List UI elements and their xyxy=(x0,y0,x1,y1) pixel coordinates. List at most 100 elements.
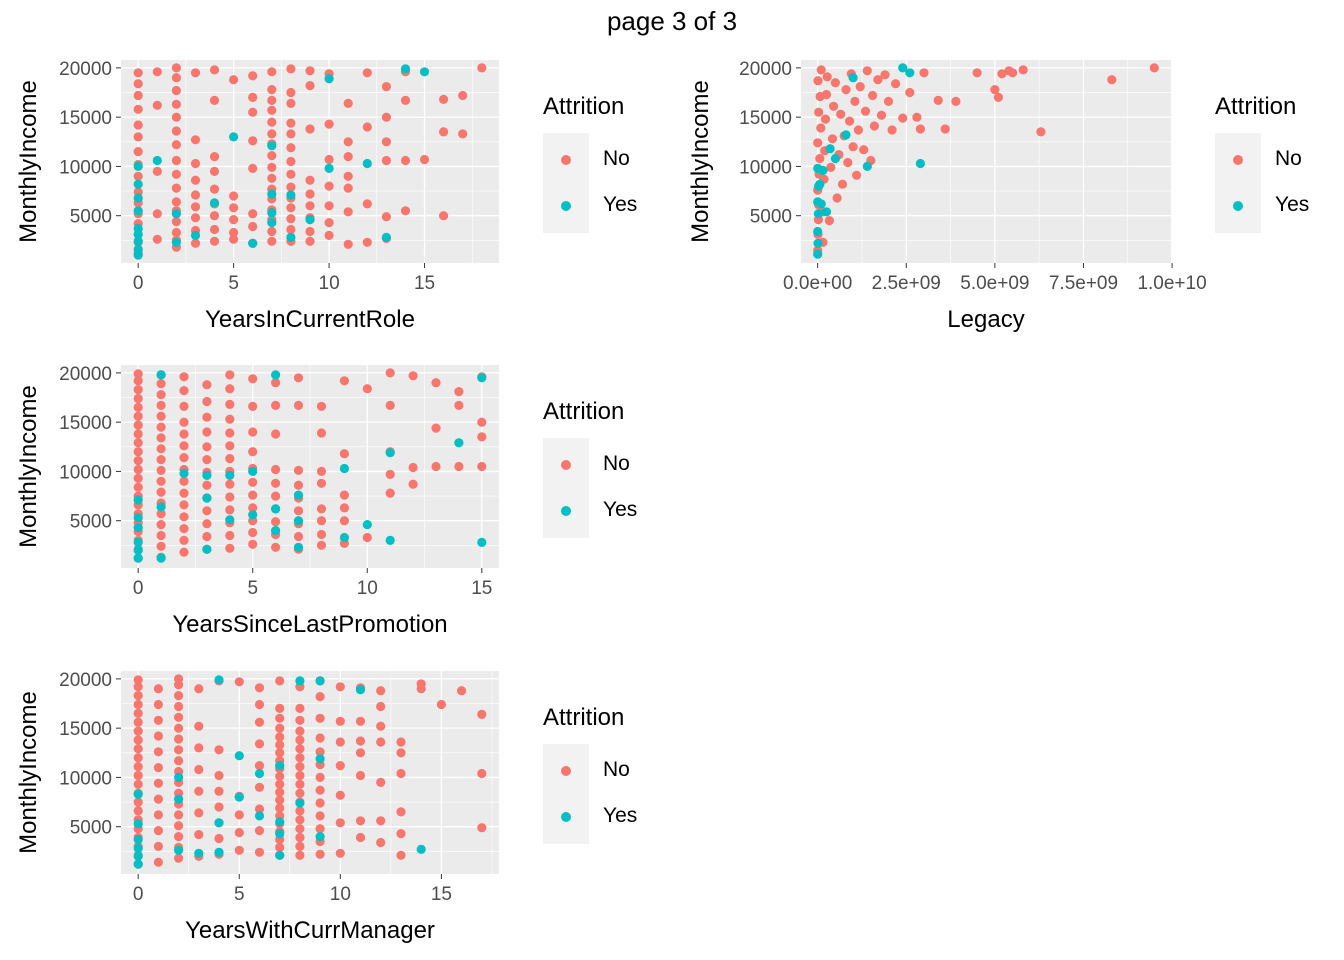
point-no xyxy=(286,129,296,139)
point-no xyxy=(267,67,277,77)
point-yes xyxy=(841,130,851,140)
point-no xyxy=(305,175,315,185)
point-yes xyxy=(813,209,823,219)
point-no xyxy=(362,68,372,78)
point-no xyxy=(400,206,411,216)
point-no xyxy=(271,429,281,439)
point-no xyxy=(339,449,349,459)
point-no xyxy=(133,682,143,692)
y-tick-label: 15000 xyxy=(59,719,112,740)
point-no xyxy=(275,723,285,733)
point-yes xyxy=(254,811,265,821)
point-yes xyxy=(275,829,285,839)
point-no xyxy=(271,491,281,501)
point-no xyxy=(343,98,353,108)
legend-item-yes: Yes xyxy=(1215,183,1309,229)
point-yes xyxy=(267,208,277,218)
legend-item-no: No xyxy=(543,442,630,488)
point-no xyxy=(179,401,189,411)
point-no xyxy=(295,788,305,798)
point-no xyxy=(286,214,296,224)
y-tick-label: 5000 xyxy=(70,818,112,839)
point-no xyxy=(225,428,235,438)
point-no xyxy=(133,68,143,78)
point-no xyxy=(133,770,143,781)
point-yes xyxy=(156,553,166,563)
point-no xyxy=(152,67,162,77)
point-no xyxy=(209,166,220,176)
point-no xyxy=(153,778,163,788)
point-no xyxy=(843,157,853,168)
point-no xyxy=(286,203,296,213)
point-no xyxy=(457,686,467,696)
point-no xyxy=(267,162,277,172)
point-no xyxy=(887,125,897,135)
x-axis-title: Legacy xyxy=(947,306,1024,333)
point-no xyxy=(898,113,908,123)
point-no xyxy=(883,96,894,106)
point-no xyxy=(174,712,184,722)
point-no xyxy=(400,95,411,105)
page-title: page 3 of 3 xyxy=(606,6,738,36)
point-no xyxy=(174,810,184,820)
point-yes xyxy=(171,237,181,247)
point-no xyxy=(267,95,277,105)
point-no xyxy=(248,490,258,500)
point-no xyxy=(295,744,305,754)
point-no xyxy=(248,209,258,219)
point-yes xyxy=(815,179,825,189)
point-no xyxy=(225,492,235,502)
point-no xyxy=(171,169,181,179)
point-yes xyxy=(293,542,304,552)
point-yes xyxy=(275,850,285,860)
point-no xyxy=(179,476,189,486)
point-no xyxy=(133,744,143,754)
point-no xyxy=(1018,65,1028,75)
point-no xyxy=(171,217,181,227)
point-yes xyxy=(315,754,325,764)
point-yes xyxy=(133,244,143,254)
point-yes xyxy=(315,832,325,842)
point-no xyxy=(295,735,305,745)
legend-label-no: No xyxy=(1275,147,1302,170)
point-no xyxy=(816,65,826,75)
point-no xyxy=(315,824,325,834)
point-no xyxy=(940,124,950,134)
point-no xyxy=(156,433,166,443)
point-no xyxy=(133,753,143,763)
x-tick-label: 0.0e+00 xyxy=(783,273,852,294)
point-no xyxy=(362,237,372,247)
point-no xyxy=(153,731,163,741)
point-no xyxy=(286,156,296,167)
point-no xyxy=(153,794,163,804)
point-yes xyxy=(295,798,305,808)
point-no xyxy=(156,455,166,465)
point-no xyxy=(355,816,366,826)
point-no xyxy=(816,123,826,133)
point-no xyxy=(305,189,315,199)
point-no xyxy=(156,520,166,530)
point-no xyxy=(396,807,406,817)
point-no xyxy=(254,683,265,693)
point-no xyxy=(248,401,258,411)
point-no xyxy=(179,547,189,557)
point-no xyxy=(271,517,281,527)
point-yes xyxy=(133,851,143,861)
point-no xyxy=(133,691,143,701)
y-tick-label: 20000 xyxy=(739,59,792,80)
point-yes xyxy=(286,232,296,242)
point-no xyxy=(305,124,315,134)
legend-label-no: No xyxy=(603,758,630,781)
point-no xyxy=(295,779,305,789)
point-yes xyxy=(156,370,166,380)
point-yes xyxy=(248,466,258,476)
point-no xyxy=(316,529,327,540)
point-no xyxy=(271,478,281,488)
point-no xyxy=(194,808,204,818)
point-no xyxy=(156,400,166,410)
point-yes xyxy=(385,448,395,458)
point-no xyxy=(152,209,162,219)
scatter-years-since-last-promotion: 0 5 10 15 5000 10000 15000 20000 YearsSinceLastP… xyxy=(15,364,499,638)
point-no xyxy=(837,179,848,189)
point-no xyxy=(190,213,201,223)
